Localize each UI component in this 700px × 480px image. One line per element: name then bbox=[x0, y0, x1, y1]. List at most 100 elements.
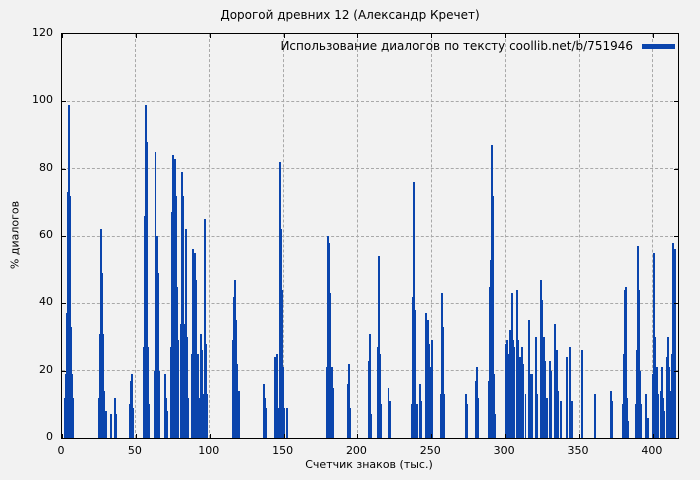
x-tick-mirror bbox=[62, 34, 63, 38]
bar bbox=[659, 390, 662, 438]
legend-swatch bbox=[642, 43, 675, 49]
y-gridline bbox=[62, 235, 678, 237]
bar bbox=[535, 337, 538, 438]
bar bbox=[414, 310, 417, 438]
x-tick-mirror bbox=[283, 34, 285, 38]
bar bbox=[388, 400, 391, 438]
bar bbox=[489, 259, 492, 438]
x-tick bbox=[431, 434, 433, 438]
bar bbox=[507, 353, 510, 438]
bar bbox=[165, 397, 168, 438]
bar bbox=[427, 343, 430, 438]
bar bbox=[377, 256, 380, 438]
y-tick-label: 100 bbox=[32, 93, 53, 107]
bar bbox=[185, 337, 188, 438]
x-tick bbox=[652, 434, 654, 438]
bar bbox=[412, 296, 415, 438]
bar bbox=[487, 380, 490, 438]
x-tick-label: 400 bbox=[641, 444, 663, 457]
bar bbox=[114, 397, 117, 438]
bar bbox=[672, 242, 675, 438]
bar bbox=[415, 404, 418, 438]
bar bbox=[645, 394, 648, 438]
bar bbox=[329, 293, 332, 438]
bar bbox=[518, 357, 521, 438]
bar bbox=[154, 151, 157, 438]
y-tick bbox=[62, 101, 66, 103]
bar bbox=[611, 400, 614, 438]
bar bbox=[465, 394, 468, 438]
bar bbox=[627, 421, 630, 438]
bar bbox=[194, 252, 197, 438]
bar bbox=[182, 195, 185, 438]
bar bbox=[63, 397, 66, 438]
bar bbox=[331, 387, 334, 438]
bar bbox=[488, 286, 491, 438]
bar bbox=[264, 407, 267, 438]
bar bbox=[662, 411, 665, 438]
y-tick-label: 60 bbox=[39, 228, 53, 241]
bar bbox=[327, 236, 329, 438]
bar bbox=[554, 323, 557, 438]
bar bbox=[164, 374, 167, 438]
bar bbox=[431, 340, 433, 438]
bar bbox=[440, 394, 442, 438]
y-tick-mirror bbox=[674, 236, 678, 237]
bar bbox=[148, 404, 151, 438]
chart-title: Дорогой древних 12 (Александр Кречет) bbox=[220, 8, 480, 22]
x-tick-mirror bbox=[357, 34, 359, 38]
bar bbox=[376, 347, 379, 438]
bar bbox=[566, 357, 568, 438]
bar bbox=[283, 407, 286, 438]
x-tick-label: 100 bbox=[198, 444, 220, 457]
y-gridline bbox=[62, 168, 678, 170]
y-tick-label: 40 bbox=[39, 295, 53, 309]
x-tick-mirror bbox=[579, 34, 581, 38]
bar bbox=[367, 360, 370, 438]
bar bbox=[426, 320, 429, 438]
bar bbox=[556, 390, 559, 438]
bar bbox=[346, 384, 349, 438]
bar bbox=[144, 215, 147, 438]
bar bbox=[492, 195, 494, 438]
x-tick-mirror bbox=[431, 34, 433, 38]
bar bbox=[277, 407, 280, 438]
bar bbox=[115, 414, 118, 438]
x-tick-label: 150 bbox=[272, 444, 294, 457]
bar bbox=[191, 249, 194, 438]
bar bbox=[233, 296, 236, 438]
bar bbox=[513, 347, 516, 438]
bar bbox=[419, 384, 422, 438]
y-tick-label: 80 bbox=[39, 160, 53, 174]
bar bbox=[368, 333, 371, 438]
bar bbox=[540, 279, 543, 438]
bar bbox=[325, 367, 328, 438]
bar bbox=[179, 323, 182, 438]
bar bbox=[428, 367, 431, 438]
bar bbox=[673, 262, 676, 438]
bar bbox=[544, 360, 546, 438]
bar bbox=[187, 397, 189, 438]
x-axis-label: Счетчик знаков (тыс.) bbox=[305, 458, 433, 471]
bar bbox=[555, 350, 558, 438]
y-tick-mirror bbox=[674, 303, 678, 305]
bar bbox=[370, 414, 372, 438]
y-tick-mirror bbox=[674, 370, 678, 372]
bar bbox=[654, 337, 657, 438]
bar bbox=[202, 394, 205, 438]
bar bbox=[102, 333, 105, 438]
bar bbox=[425, 313, 428, 438]
y-tick bbox=[62, 236, 66, 237]
bar bbox=[441, 293, 444, 438]
bar bbox=[181, 172, 184, 438]
x-tick bbox=[209, 434, 211, 438]
bar bbox=[571, 400, 574, 438]
bar bbox=[529, 374, 531, 438]
bar bbox=[504, 343, 507, 438]
bar bbox=[174, 195, 177, 438]
bar bbox=[624, 289, 627, 438]
x-tick-label: 350 bbox=[567, 444, 589, 457]
bar bbox=[637, 246, 640, 438]
bar bbox=[204, 219, 207, 438]
y-tick-mirror bbox=[674, 101, 678, 103]
